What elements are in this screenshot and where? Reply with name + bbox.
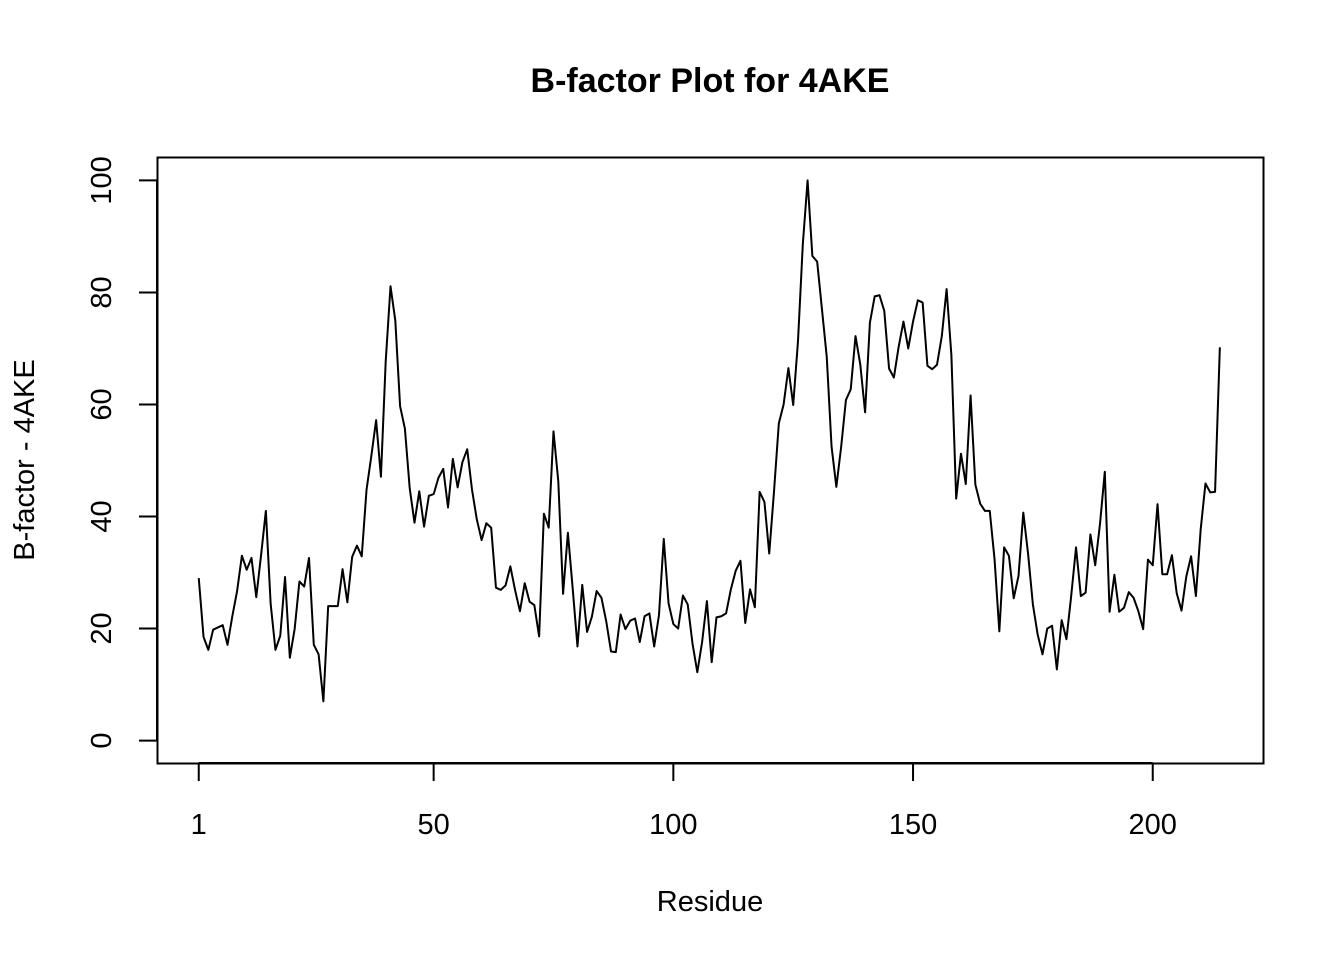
y-tick-label: 60 bbox=[86, 388, 118, 420]
y-axis-label: B-factor - 4AKE bbox=[9, 359, 41, 560]
y-tick-label: 40 bbox=[86, 500, 118, 532]
x-axis: 1 50 100 150 200 bbox=[191, 762, 1177, 841]
chart-title: B-factor Plot for 4AKE bbox=[531, 62, 890, 100]
plot-frame bbox=[156, 156, 1265, 765]
x-tick-label: 100 bbox=[649, 809, 697, 841]
series-line-bfactor bbox=[197, 179, 1221, 703]
y-axis: 0 20 40 60 80 100 bbox=[86, 156, 158, 749]
y-tick-label: 0 bbox=[86, 733, 118, 749]
x-axis-label: Residue bbox=[657, 886, 763, 918]
x-tick-label: 200 bbox=[1129, 809, 1177, 841]
y-tick-label: 80 bbox=[86, 276, 118, 308]
x-tick-label: 1 bbox=[191, 809, 207, 841]
x-tick-label: 50 bbox=[418, 809, 450, 841]
y-tick-label: 100 bbox=[86, 156, 118, 204]
y-tick-label: 20 bbox=[86, 612, 118, 644]
x-tick-label: 150 bbox=[889, 809, 937, 841]
